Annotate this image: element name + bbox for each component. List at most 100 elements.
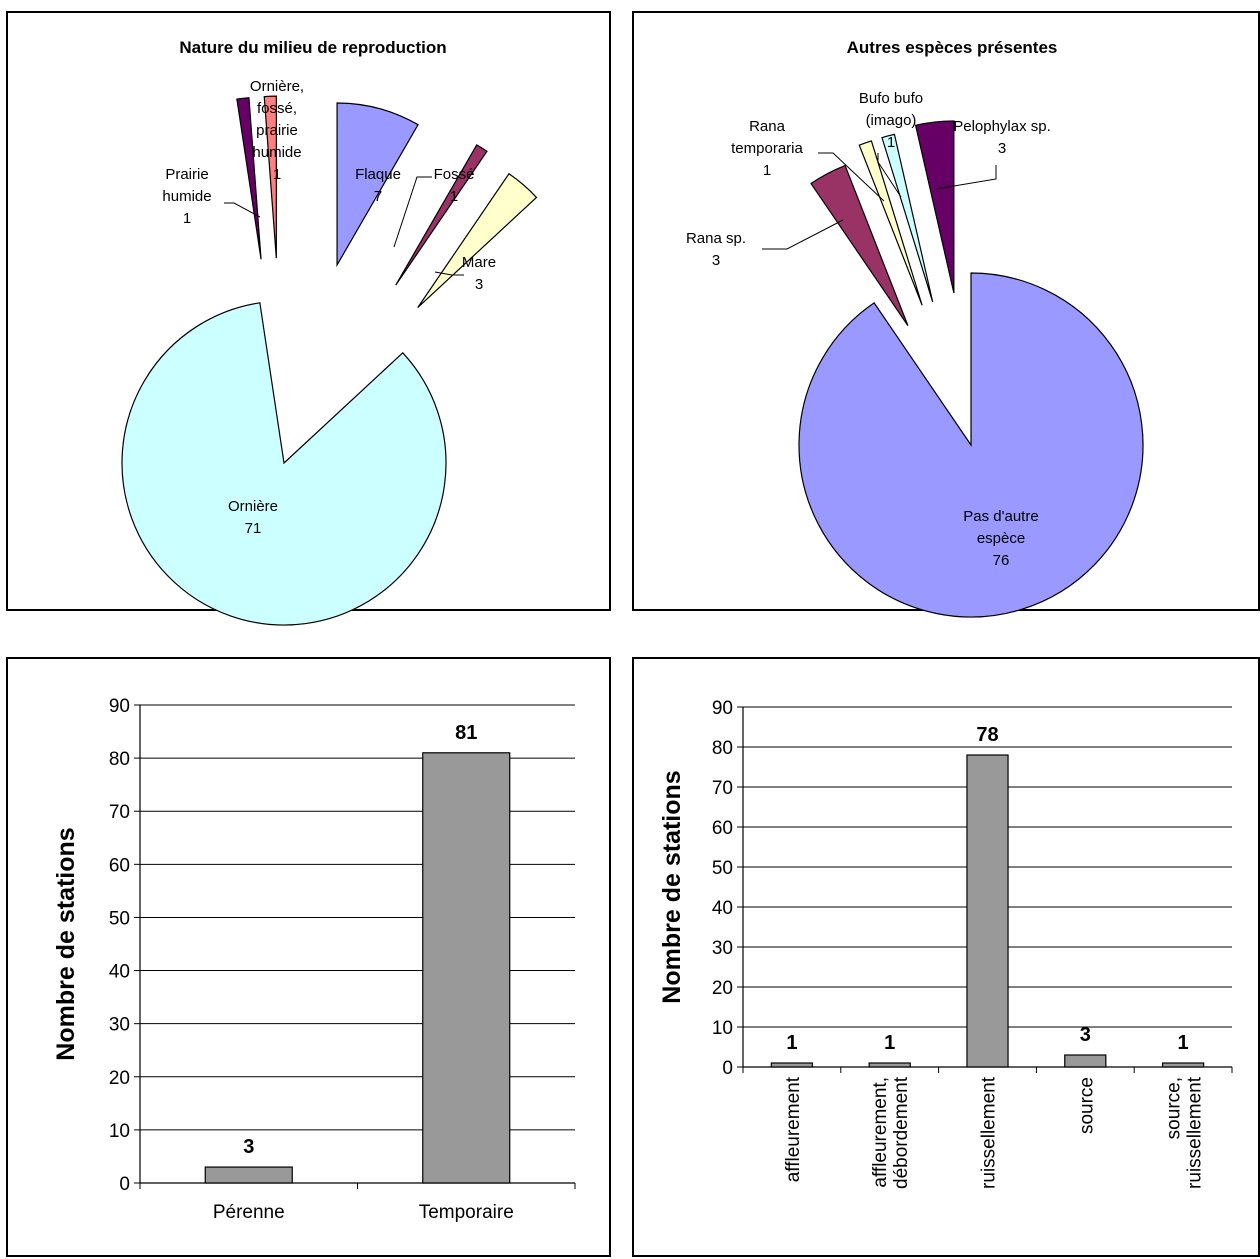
pie-slice [236, 97, 262, 260]
bar-chart-permanence-panel: 0 10 20 30 40 50 60 70 80 90 3 Pérenne 81 Temporaire N… [6, 657, 611, 1257]
y-tick-label: 80 [109, 749, 130, 770]
leader-line [224, 202, 261, 218]
slice-label: Ornière [228, 498, 278, 515]
x-tick-label: source [1076, 1077, 1097, 1134]
slice-label: temporaria [731, 140, 803, 157]
y-tick-label: 10 [712, 1018, 733, 1039]
pie-slice [395, 144, 488, 286]
slice-label: Bufo bufo [859, 90, 923, 107]
slice-label: Prairie [165, 166, 208, 183]
bar-value-label: 1 [884, 1032, 895, 1054]
bar-chart-water-source: 0 10 20 30 40 50 60 70 80 90 1 affleurement 1 affleur… [658, 698, 1233, 1189]
x-tick-label: affleurement [783, 1076, 804, 1182]
x-tick-label: Temporaire [419, 1202, 514, 1223]
slice-label: 3 [475, 276, 483, 293]
slice-label: 1 [450, 188, 458, 205]
slice-label: Pelophylax sp. [953, 118, 1051, 135]
bar-value-label: 1 [786, 1032, 797, 1054]
slice-label: Rana sp. [686, 230, 746, 247]
slice-label: Fossé [434, 166, 475, 183]
y-tick-label: 10 [109, 1121, 130, 1142]
x-tick-label: ruissellement [1185, 1076, 1206, 1189]
y-tick-label: 20 [109, 1068, 130, 1089]
x-tick-label: source, [1164, 1077, 1185, 1139]
slice-label: humide [252, 144, 301, 161]
bar [1161, 1062, 1205, 1068]
slice-label: 3 [712, 252, 720, 269]
pie-slice [798, 272, 1144, 618]
slice-label: Rana [749, 118, 786, 135]
y-tick-label: 0 [119, 1174, 130, 1195]
pie-slice [914, 120, 955, 294]
y-tick-label: 90 [109, 696, 130, 717]
pie-slice [881, 133, 934, 303]
bar [966, 754, 1009, 1068]
pie-chart-species-panel: Autres espèces présentes Pas d'autre espè… [632, 11, 1260, 618]
leader-line [393, 176, 432, 248]
x-tick-label: débordement [891, 1076, 912, 1189]
slice-label: 7 [374, 188, 382, 205]
leader-line [434, 271, 464, 276]
pie-slice [858, 140, 923, 306]
slice-label: (imago) [866, 112, 917, 129]
y-tick-label: 60 [109, 855, 130, 876]
x-tick-label: ruissellement [979, 1076, 1000, 1189]
bar-value-label: 81 [455, 722, 477, 744]
y-tick-label: 30 [109, 1015, 130, 1036]
chart-title: Nature du milieu de reproduction [179, 38, 446, 57]
y-tick-label: 50 [712, 858, 733, 879]
slice-label: 71 [245, 520, 262, 537]
bar [868, 1062, 911, 1068]
slice-label: Ornière, [250, 78, 304, 95]
x-tick-label: Pérenne [213, 1202, 285, 1223]
bar-chart-permanence: 0 10 20 30 40 50 60 70 80 90 3 Pérenne 81 Temporaire N… [52, 696, 576, 1223]
bar-value-label: 1 [1178, 1032, 1189, 1054]
slice-label: fossé, [257, 100, 297, 117]
leader-line [818, 152, 885, 202]
slice-label: 1 [273, 166, 281, 183]
x-tick-label: affleurement, [870, 1077, 891, 1188]
pie-slice [263, 95, 277, 259]
y-tick-label: 70 [712, 778, 733, 799]
y-tick-label: 70 [109, 802, 130, 823]
chart-title: Autres espèces présentes [847, 38, 1058, 57]
pie-chart-reproduction: Nature du milieu de reproduction Flaque 7… [121, 38, 538, 626]
slice-label: 1 [887, 134, 895, 151]
bar-value-label: 3 [243, 1136, 254, 1158]
y-tick-label: 20 [712, 978, 733, 999]
leader-line [935, 165, 997, 190]
y-axis-label: Nombre de stations [658, 770, 686, 1003]
y-tick-label: 40 [712, 898, 733, 919]
slice-label: prairie [256, 122, 298, 139]
slice-label: 3 [998, 140, 1006, 157]
y-axis-label: Nombre de stations [52, 827, 80, 1060]
pie-chart-species: Autres espèces présentes Pas d'autre espè… [686, 38, 1144, 618]
y-tick-label: 60 [712, 818, 733, 839]
pie-chart-reproduction-panel: Nature du milieu de reproduction Flaque 7… [6, 11, 611, 626]
bar [1064, 1054, 1107, 1068]
bar [770, 1062, 814, 1068]
pie-slice [810, 164, 909, 326]
slice-label: Pas d'autre [963, 508, 1038, 525]
bar-value-label: 78 [976, 724, 998, 746]
y-tick-label: 50 [109, 908, 130, 929]
y-tick-label: 0 [722, 1058, 733, 1079]
slice-label: 76 [993, 552, 1010, 569]
y-tick-label: 90 [712, 698, 733, 719]
bar-value-label: 3 [1080, 1024, 1091, 1046]
bar-chart-water-source-panel: 0 10 20 30 40 50 60 70 80 90 1 affleurement 1 affleur… [632, 657, 1260, 1257]
slice-label: espèce [977, 530, 1025, 547]
slice-label: Mare [462, 254, 496, 271]
bar [204, 1166, 293, 1184]
pie-slice [121, 302, 447, 626]
y-tick-label: 80 [712, 738, 733, 759]
slice-label: humide [162, 188, 211, 205]
pie-slice [336, 102, 419, 268]
y-tick-label: 30 [712, 938, 733, 959]
slice-label: 1 [183, 210, 191, 227]
leader-line [877, 153, 902, 198]
slice-label: Flaque [355, 166, 401, 183]
leader-line [762, 219, 844, 250]
bar [422, 752, 511, 1184]
slice-label: 1 [763, 162, 771, 179]
